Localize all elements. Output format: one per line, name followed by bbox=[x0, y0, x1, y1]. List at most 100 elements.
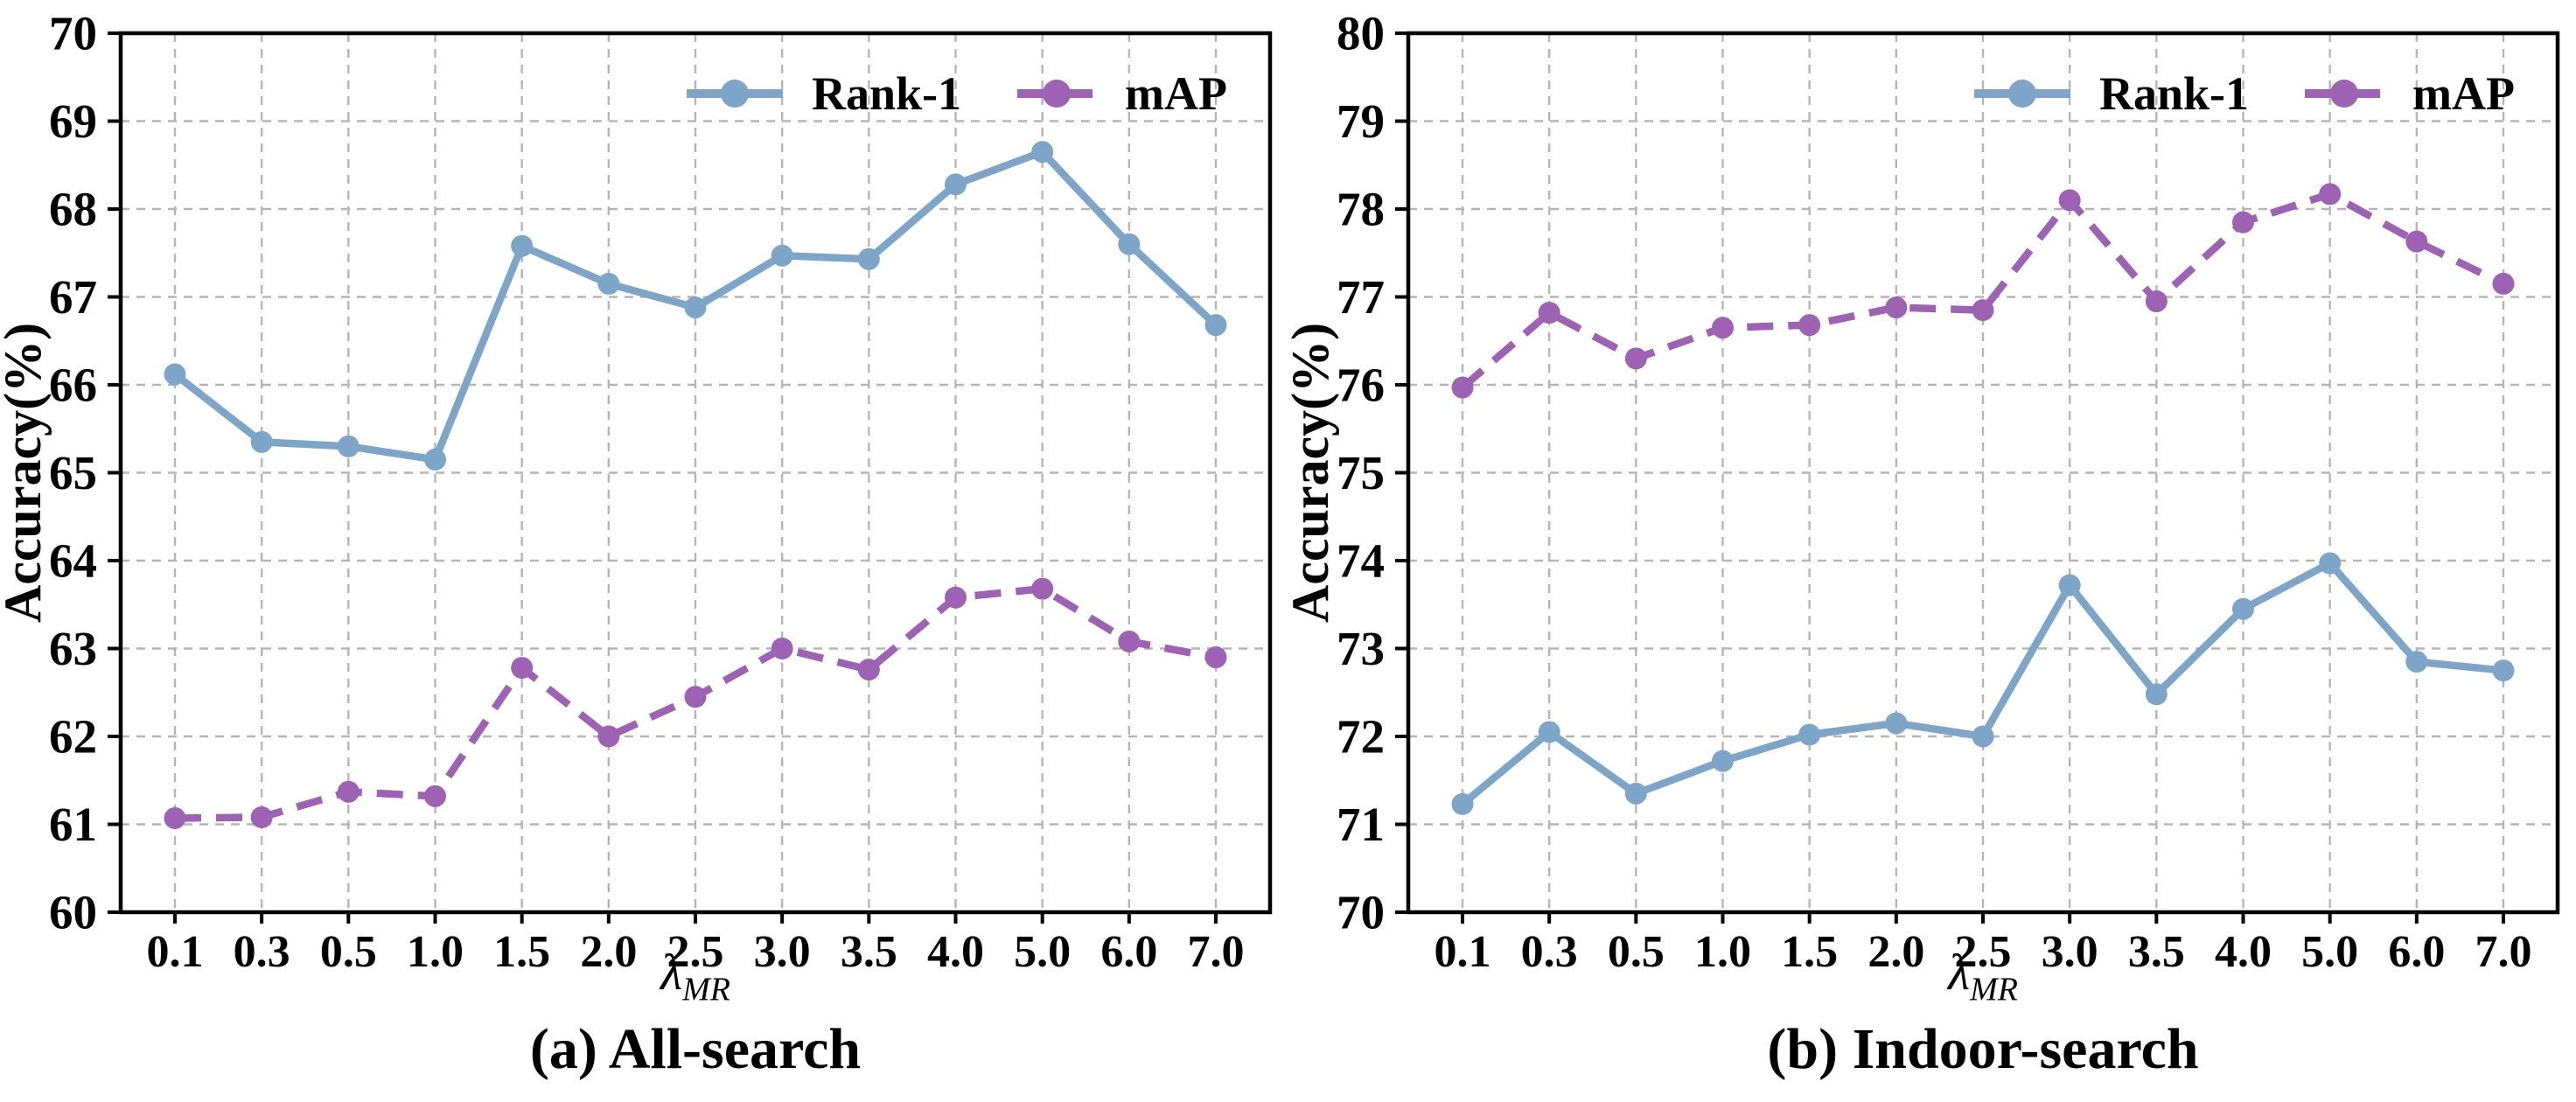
rank-1-marker bbox=[511, 234, 534, 257]
legend-sample-marker bbox=[2330, 80, 2358, 108]
map-marker bbox=[164, 806, 186, 829]
x-tick-label: 7.0 bbox=[2475, 927, 2532, 971]
y-tick-label: 64 bbox=[49, 534, 97, 588]
map-marker bbox=[2232, 211, 2254, 234]
rank-1-marker bbox=[597, 272, 620, 295]
series-map bbox=[1451, 183, 2515, 399]
lambda-symbol: λ bbox=[1948, 944, 1971, 1001]
y-tick-label: 76 bbox=[1337, 359, 1385, 412]
legend-label: mAP bbox=[2412, 67, 2515, 120]
map-marker bbox=[2145, 290, 2168, 313]
map-marker bbox=[1712, 317, 1734, 339]
legend-item-rank-1: Rank-1 bbox=[1974, 67, 2249, 120]
indoor-search-caption: (b) Indoor-search bbox=[1767, 1017, 2199, 1081]
x-tick-label: 0.1 bbox=[147, 927, 204, 971]
map-marker bbox=[337, 780, 360, 803]
y-tick-label: 72 bbox=[1337, 710, 1385, 764]
legend: Rank-1 mAP bbox=[1974, 67, 2515, 120]
map-marker bbox=[511, 657, 534, 680]
rank-1-marker bbox=[2492, 659, 2515, 682]
x-tick-label: 3.0 bbox=[754, 927, 811, 971]
rank-1-marker bbox=[424, 448, 446, 471]
x-axis: 0.1 0.3 0.5 1.0 1.5 2.0 2.5 3.0 3.5 4.0 5.0 6.0 7.0 bbox=[1435, 912, 2532, 971]
map-marker bbox=[597, 725, 620, 748]
rank-1-marker bbox=[684, 296, 707, 319]
y-tick-label: 68 bbox=[49, 183, 97, 236]
y-tick-label: 75 bbox=[1337, 446, 1385, 499]
rank-1-marker bbox=[945, 173, 967, 196]
y-tick-label: 79 bbox=[1337, 94, 1385, 148]
x-tick-label: 6.0 bbox=[1100, 927, 1157, 971]
map-marker bbox=[771, 638, 793, 659]
rank-1-marker bbox=[1204, 314, 1227, 337]
x-tick-label: 0.5 bbox=[1608, 927, 1665, 971]
map-marker bbox=[1031, 577, 1054, 600]
y-tick-label: 67 bbox=[49, 270, 97, 324]
series-map bbox=[164, 577, 1227, 829]
x-tick-label: 4.0 bbox=[927, 927, 984, 971]
map-marker bbox=[857, 659, 880, 681]
legend-sample-marker bbox=[2008, 80, 2036, 108]
x-tick-label: 1.5 bbox=[1781, 927, 1838, 971]
y-tick-label: 80 bbox=[1337, 7, 1385, 60]
legend-item-rank-1: Rank-1 bbox=[687, 67, 961, 120]
series-rank-1 bbox=[164, 141, 1227, 471]
rank-1-marker bbox=[2145, 683, 2168, 706]
rank-1-marker bbox=[1451, 792, 1474, 815]
y-axis-title: Accuracy(%) bbox=[1288, 323, 1339, 623]
map-marker bbox=[2405, 230, 2428, 253]
y-axis: 70 71 72 73 74 75 76 77 78 79 80 bbox=[1337, 7, 1408, 939]
lambda-subscript: MR bbox=[1970, 971, 2018, 1008]
rank-1-marker bbox=[337, 435, 360, 457]
x-tick-label: 3.5 bbox=[841, 927, 897, 971]
x-tick-label: 5.0 bbox=[2301, 927, 2358, 971]
rank-1-marker bbox=[1538, 721, 1560, 743]
indoor-search-xlabel: λMR bbox=[1948, 943, 2018, 1007]
rank-1-marker bbox=[1798, 723, 1821, 746]
rank-1-marker bbox=[1624, 782, 1647, 805]
indoor-search-plot: 70 71 72 73 74 75 76 77 78 79 80 0.1 0.3 0.5 1.0 1.5 2.0… bbox=[1288, 7, 2560, 971]
rank-1-marker bbox=[2405, 651, 2428, 673]
y-tick-label: 70 bbox=[1337, 886, 1385, 939]
x-tick-label: 2.0 bbox=[580, 927, 637, 971]
x-tick-label: 0.3 bbox=[234, 927, 290, 971]
rank-1-marker bbox=[1118, 233, 1141, 255]
map-marker bbox=[1538, 302, 1560, 324]
y-tick-label: 78 bbox=[1337, 183, 1385, 236]
rank-1-marker bbox=[1885, 712, 1908, 735]
map-marker bbox=[684, 686, 707, 708]
all-search-caption: (a) All-search bbox=[529, 1017, 862, 1081]
all-search-plot: 60 61 62 63 64 65 66 67 68 69 70 0.1 0.3 0.5 1.0 1.5 2.0… bbox=[0, 7, 1273, 971]
x-tick-label: 0.5 bbox=[320, 927, 377, 971]
y-tick-label: 61 bbox=[49, 798, 97, 851]
x-tick-label: 2.0 bbox=[1867, 927, 1924, 971]
map-marker bbox=[1885, 296, 1908, 319]
legend-label: Rank-1 bbox=[2099, 67, 2249, 120]
map-marker bbox=[1624, 347, 1647, 370]
y-tick-label: 60 bbox=[49, 886, 97, 939]
x-tick-label: 2.5 bbox=[667, 927, 724, 971]
x-tick-label: 7.0 bbox=[1188, 927, 1245, 971]
y-axis: 60 61 62 63 64 65 66 67 68 69 70 bbox=[49, 7, 121, 939]
x-tick-label: 0.3 bbox=[1521, 927, 1578, 971]
rank-1-marker bbox=[2058, 574, 2081, 596]
y-tick-label: 62 bbox=[49, 710, 97, 764]
series-rank-1 bbox=[1451, 552, 2515, 815]
map-marker bbox=[1798, 314, 1821, 337]
legend: Rank-1 mAP bbox=[687, 67, 1227, 120]
x-axis: 0.1 0.3 0.5 1.0 1.5 2.0 2.5 3.0 3.5 4.0 5.0 6.0 7.0 bbox=[147, 912, 1245, 971]
map-marker bbox=[424, 785, 446, 807]
lambda-subscript: MR bbox=[682, 971, 730, 1008]
legend-item-map: mAP bbox=[2305, 67, 2515, 120]
x-tick-label: 1.5 bbox=[493, 927, 550, 971]
y-tick-label: 74 bbox=[1337, 534, 1385, 588]
y-axis-title: Accuracy(%) bbox=[0, 323, 52, 623]
rank-1-marker bbox=[1712, 750, 1734, 772]
rank-1-marker bbox=[1972, 725, 1994, 748]
y-tick-label: 73 bbox=[1337, 622, 1385, 675]
x-tick-label: 3.0 bbox=[2042, 927, 2098, 971]
legend-item-map: mAP bbox=[1017, 67, 1227, 120]
y-tick-label: 66 bbox=[49, 359, 97, 412]
legend-label: mAP bbox=[1125, 67, 1227, 120]
